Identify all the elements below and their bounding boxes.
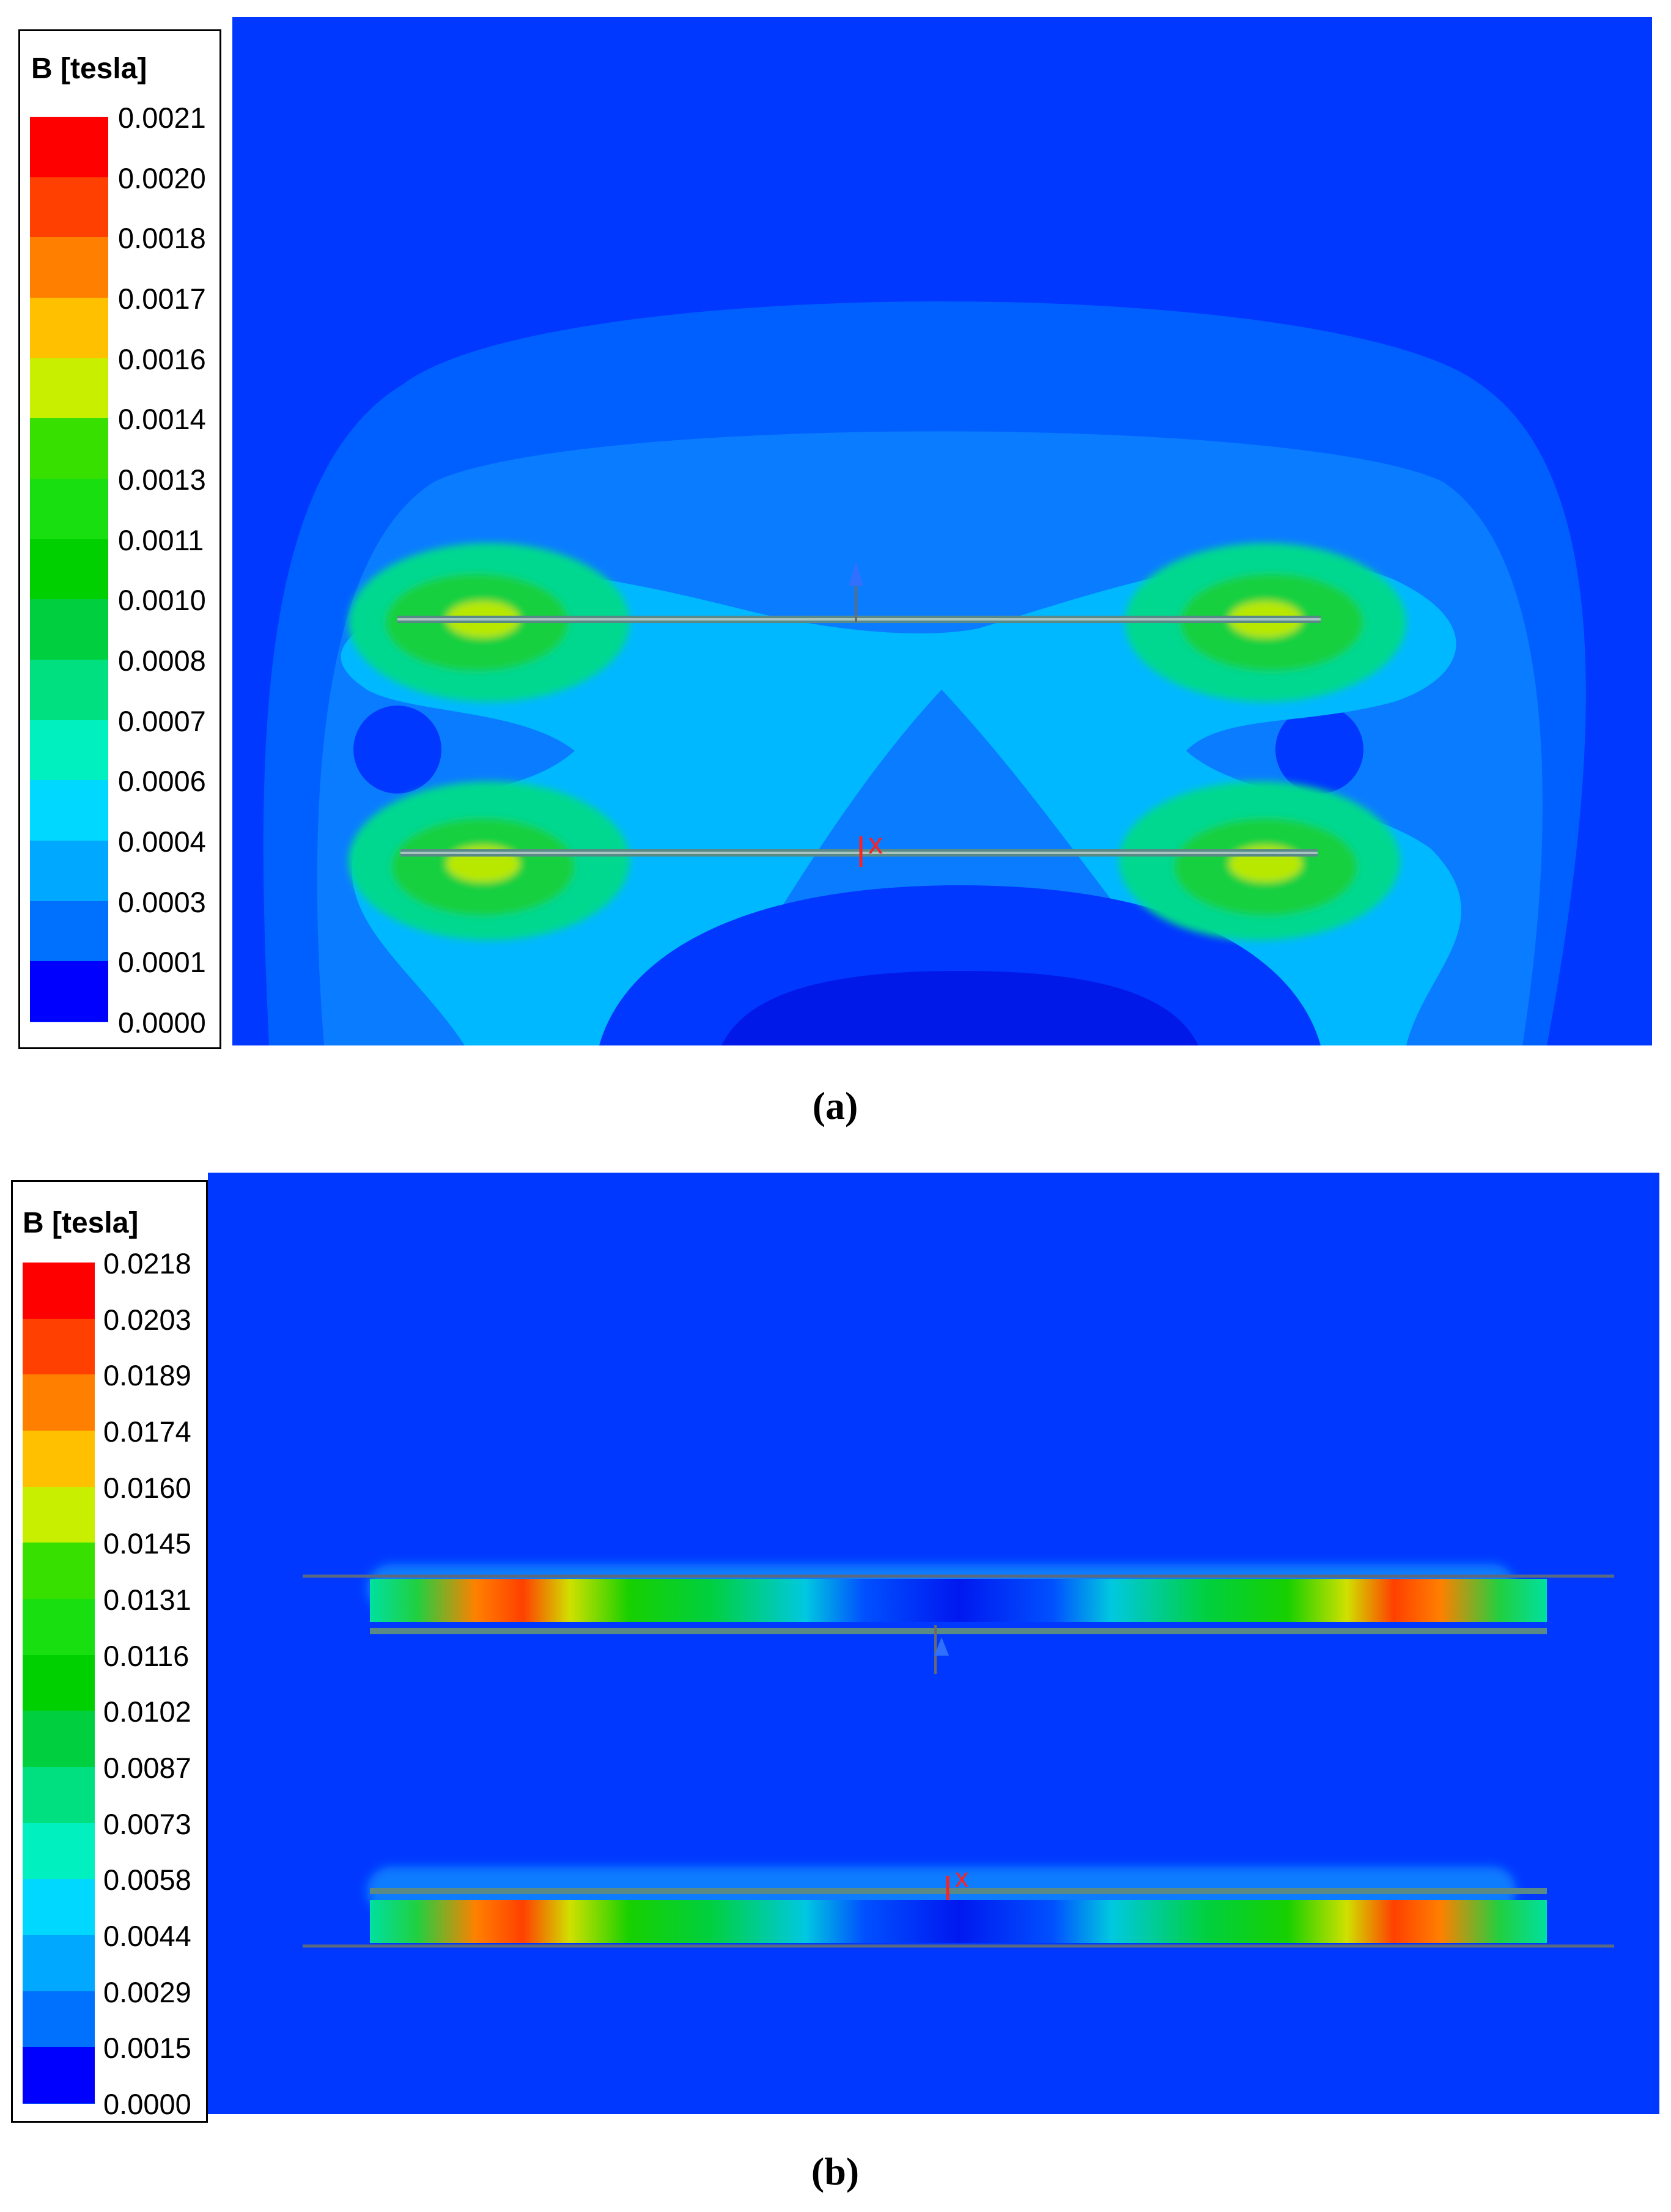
scale-tick-label: 0.0006 [118,765,206,798]
scale-tick-label: 0.0160 [103,1471,191,1504]
legend-a: B [tesla] 0.0021 0.0020 0.0018 0.0017 0.0016… [18,29,221,1049]
scale-swatch [23,1599,95,1656]
scale-tick-label: 0.0203 [103,1303,191,1336]
scale-swatch [23,1711,95,1768]
scale-swatch [30,660,108,721]
scale-swatch [23,1263,95,1319]
scale-swatch [30,599,108,660]
color-scale-a [30,117,108,1022]
scale-tick-label: 0.0013 [118,463,206,496]
scale-tick-label: 0.0029 [103,1975,191,2008]
scale-swatch [30,901,108,962]
scale-swatch [30,780,108,841]
scale-swatch [23,1879,95,1936]
svg-text:x: x [955,1863,968,1893]
scale-swatch [30,117,108,178]
scale-swatch [23,2047,95,2103]
scale-swatch [30,961,108,1022]
scale-swatch [30,358,108,419]
scale-tick-label: 0.0021 [118,101,206,134]
scale-swatch [23,1543,95,1599]
scale-tick-label: 0.0174 [103,1415,191,1448]
scale-tick-label: 0.0218 [103,1247,191,1280]
scale-swatch [23,1318,95,1376]
scale-swatch [30,539,108,600]
scale-tick-label: 0.0000 [103,2088,191,2120]
scale-tick-label: 0.0102 [103,1695,191,1728]
scale-swatch [23,1991,95,2048]
scale-tick-label: 0.0001 [118,946,206,979]
scale-swatch [23,1654,95,1712]
legend-title-b: B [tesla] [23,1207,139,1239]
scale-swatch [23,1374,95,1431]
scale-tick-label: 0.0189 [103,1359,191,1392]
scale-tick-label: 0.0044 [103,1920,191,1952]
scale-swatch [30,841,108,902]
scale-tick-label: 0.0018 [118,222,206,255]
scale-tick-label: 0.0131 [103,1583,191,1616]
scale-swatch [30,479,108,540]
scale-tick-label: 0.0073 [103,1807,191,1840]
scale-swatch [30,418,108,479]
caption-a: (a) [812,1084,858,1127]
scale-tick-label: 0.0020 [118,161,206,194]
scale-tick-label: 0.0015 [103,2032,191,2065]
scale-tick-label: 0.0014 [118,403,206,436]
color-scale-b [23,1263,95,2104]
legend-b: B [tesla] 0.0218 0.0203 0.0189 0.0174 0.0160… [11,1180,208,2123]
scale-tick-label: 0.0008 [118,644,206,677]
scale-swatch [30,720,108,781]
scale-swatch [30,298,108,359]
scale-swatch [30,237,108,298]
scale-swatch [23,1486,95,1544]
field-plot-a: x [232,17,1652,1045]
scale-swatch [23,1823,95,1880]
scale-tick-label: 0.0004 [118,825,206,858]
scale-tick-label: 0.0058 [103,1864,191,1897]
legend-title-a: B [tesla] [31,53,147,85]
scale-tick-label: 0.0011 [118,523,204,556]
scale-tick-label: 0.0010 [118,584,206,617]
scale-swatch [23,1935,95,1992]
scale-tick-label: 0.0087 [103,1752,191,1784]
scale-swatch [23,1767,95,1824]
field-plot-b: x [208,1173,1659,2114]
svg-text:x: x [868,828,883,860]
scale-tick-label: 0.0145 [103,1527,191,1560]
scale-swatch [30,177,108,238]
scale-tick-label: 0.0017 [118,282,206,315]
scale-labels-a: 0.0021 0.0020 0.0018 0.0017 0.0016 0.0014 0.00… [118,101,222,1039]
scale-tick-label: 0.0007 [118,704,206,737]
scale-tick-label: 0.0116 [103,1639,190,1672]
scale-tick-label: 0.0003 [118,885,206,918]
scale-tick-label: 0.0016 [118,342,206,375]
caption-b: (b) [811,2150,860,2193]
scale-swatch [23,1431,95,1488]
scale-labels-b: 0.0218 0.0203 0.0189 0.0174 0.0160 0.0145 0.01… [103,1247,207,2120]
scale-tick-label: 0.0000 [118,1006,206,1039]
